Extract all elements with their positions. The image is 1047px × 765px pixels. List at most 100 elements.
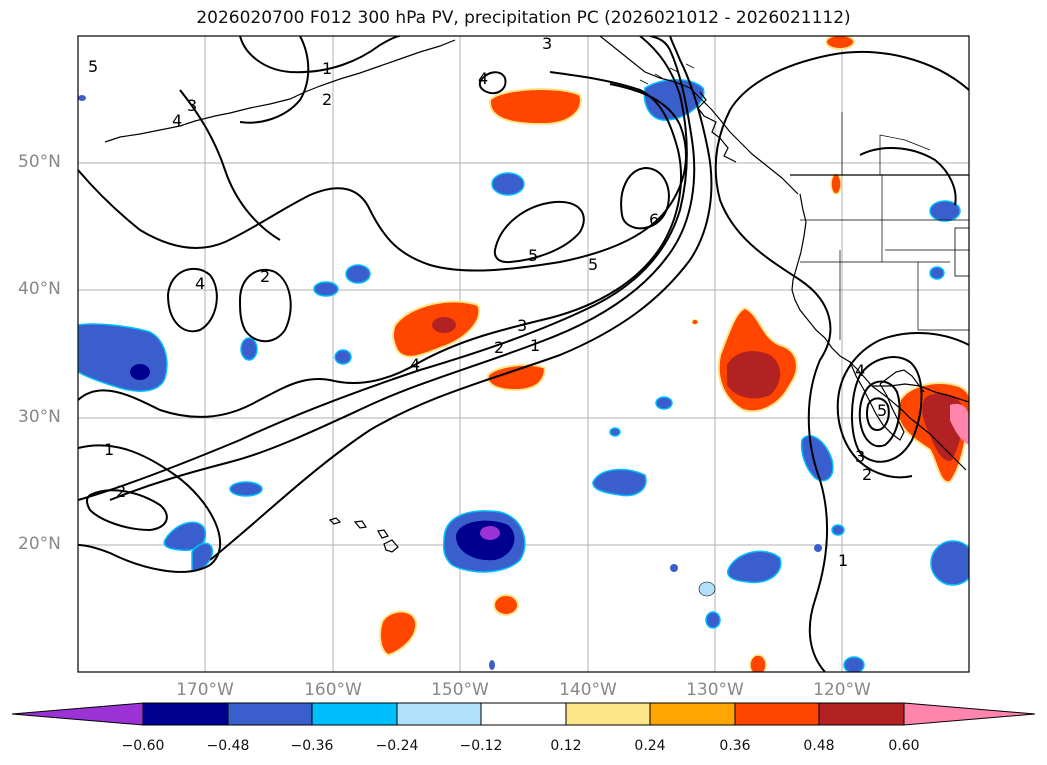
contour-label: 5 <box>528 246 538 265</box>
pv-contour-4-east <box>858 380 901 448</box>
coast-us-west <box>791 193 967 471</box>
neg-area-158w <box>345 264 371 284</box>
pos-area-mexico-peak <box>950 403 969 445</box>
contour-label: 6 <box>649 210 659 229</box>
pv-contour-3-northwest <box>179 36 310 241</box>
colorbar-segment <box>649 702 736 726</box>
neg-area-130w-south <box>705 611 721 629</box>
colorbar <box>11 702 1036 726</box>
pv-contour-ne-loop <box>859 147 957 206</box>
pv-contour-2-south <box>86 489 168 532</box>
neg-area-146w <box>489 660 495 670</box>
coast-bc-islands <box>697 91 737 163</box>
lon-label: 160°W <box>304 680 362 700</box>
neg-area-mexico-coast <box>930 540 969 586</box>
pv-contour-1-jet <box>209 36 713 561</box>
pos-area-155w-south <box>379 610 418 657</box>
lat-label: 50°N <box>18 152 61 172</box>
contour-label: 4 <box>478 69 488 88</box>
coast-alaska-south <box>599 36 799 195</box>
contour-label: 2 <box>322 90 332 109</box>
pv-contour-3-east <box>851 356 923 463</box>
colorbar-segment <box>142 702 229 726</box>
colorbar-segment <box>311 702 398 726</box>
pos-area-120w-north <box>825 36 855 50</box>
pv-contour-2-jet <box>109 36 696 501</box>
contour-label: 4 <box>855 361 865 380</box>
lat-label: 20°N <box>18 534 61 554</box>
neg-area-137w <box>609 427 621 437</box>
colorbar-tick: −0.24 <box>375 738 419 754</box>
coast-alaska-islands <box>639 63 695 85</box>
coast-baja <box>849 361 905 441</box>
contour-label: 2 <box>494 338 504 357</box>
pv-contour-labels: 1 2 2 4 5 5 6 3 2 1 4 3 1 2 5 3 4 4 4 5 … <box>88 36 887 570</box>
neg-area-148w-north <box>491 172 525 196</box>
coast-gulf-california <box>879 369 925 393</box>
contour-label: 2 <box>862 465 872 484</box>
neg-area-160w <box>240 337 258 361</box>
coastlines <box>104 36 969 553</box>
colorbar-tick: 0.60 <box>888 738 920 754</box>
colorbar-tick: 0.24 <box>634 738 666 754</box>
contour-label: 3 <box>517 316 527 335</box>
contour-label: 4 <box>410 355 420 374</box>
border-colorado <box>954 227 969 277</box>
coast-aleutians <box>104 39 456 143</box>
lon-label: 130°W <box>686 680 744 700</box>
contour-label: 5 <box>588 255 598 274</box>
colorbar-tick: −0.12 <box>459 738 503 754</box>
contour-label: 5 <box>877 401 887 420</box>
neg-area-edge-small <box>78 95 86 101</box>
contour-label: 5 <box>88 57 98 76</box>
lon-label: 150°W <box>431 680 489 700</box>
pv-contour-6 <box>620 166 670 230</box>
pv-contours <box>78 36 969 672</box>
colorbar-tick: 0.36 <box>719 738 751 754</box>
pos-area-150w-core <box>432 317 456 333</box>
lon-label: 170°W <box>176 680 234 700</box>
neg-area-132w <box>655 396 673 410</box>
contour-label: 1 <box>530 336 540 355</box>
contour-label: 4 <box>195 274 205 293</box>
colorbar-tick: −0.48 <box>206 738 250 754</box>
pos-area-127w-south <box>749 654 767 672</box>
coast-hawaii-chain <box>328 517 399 553</box>
colorbar-tick: 0.48 <box>803 738 835 754</box>
pos-area-146w-south <box>493 594 519 616</box>
neg-area-131w-pale <box>698 581 716 597</box>
contour-label: 1 <box>322 59 332 78</box>
map-background <box>78 36 969 672</box>
border-canada-province <box>841 112 931 175</box>
colorbar-segment <box>480 702 567 726</box>
neg-area-far-south <box>843 656 865 672</box>
contour-label: 3 <box>187 96 197 115</box>
pv-contour-2-north <box>239 36 401 74</box>
lon-label: 140°W <box>559 680 617 700</box>
pv-contour-2-west <box>238 268 292 343</box>
lat-label: 30°N <box>18 407 61 427</box>
neg-area-124w <box>831 524 845 536</box>
neg-area-cal-small <box>929 266 945 280</box>
neg-area-140w <box>592 468 647 497</box>
contour-label: 4 <box>172 111 182 130</box>
map-title: 2026020700 F012 300 hPa PV, precipitatio… <box>196 8 851 28</box>
neg-area-hawaii-core <box>455 520 515 561</box>
pv-contour-3-jet <box>78 36 688 501</box>
border-states <box>800 175 969 340</box>
contour-label: 2 <box>116 482 126 501</box>
pv-contour-5-east <box>866 397 890 432</box>
contour-label: 1 <box>838 551 848 570</box>
colorbar-segment <box>734 702 820 726</box>
pv-contour-4-west <box>166 267 218 333</box>
neg-area-baja-west <box>800 435 834 482</box>
pos-area-133w-dot <box>691 319 699 325</box>
neg-area-hawaii-peak <box>480 526 500 540</box>
colorbar-extend-left <box>11 702 144 726</box>
neg-area-oregon <box>929 200 961 222</box>
neg-area-127w <box>670 564 678 572</box>
pos-area-127w-core <box>727 351 781 399</box>
colorbar-tick: 0.12 <box>550 738 582 754</box>
neg-area-122w <box>814 544 822 552</box>
pos-area-120w-coast <box>830 173 842 195</box>
